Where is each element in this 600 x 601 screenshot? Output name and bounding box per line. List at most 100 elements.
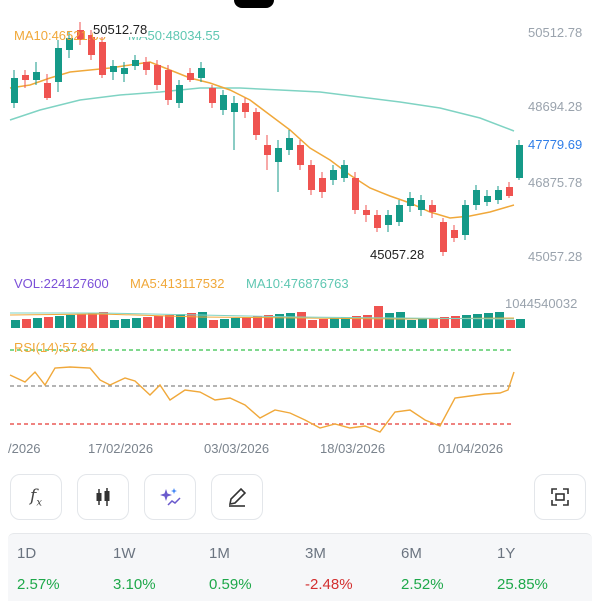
candle-body	[165, 70, 172, 100]
candle-body	[418, 200, 425, 210]
chart-type-button[interactable]	[77, 474, 129, 520]
candle-body	[198, 68, 205, 78]
volume-bar	[275, 314, 284, 328]
volume-ma-line	[9, 313, 515, 320]
candles-group	[11, 22, 523, 256]
candle-body	[462, 205, 469, 235]
candle-body	[220, 95, 227, 110]
rsi-line	[9, 366, 515, 433]
volume-bar	[506, 320, 515, 328]
perf-period-1w[interactable]: 1W	[113, 545, 136, 562]
volume-axis-max: 1044540032	[505, 296, 578, 311]
volume-bar	[418, 319, 427, 328]
candle-body	[429, 205, 436, 212]
perf-period-6m[interactable]: 6M	[401, 545, 422, 562]
perf-period-3m[interactable]: 3M	[305, 545, 326, 562]
volume-bar	[440, 317, 449, 328]
volume-bar	[385, 313, 394, 328]
volume-ma10-line	[10, 312, 515, 320]
volume-bar	[319, 319, 328, 328]
candle-body	[484, 196, 491, 202]
candle-body	[242, 103, 249, 112]
candle-body	[286, 138, 293, 150]
volume-bar	[407, 320, 416, 328]
date-label: /2026	[8, 441, 41, 456]
candle-body	[440, 222, 447, 252]
volume-bar	[220, 319, 229, 328]
ma10-legend: MA10:46521.65	[14, 28, 106, 43]
volume-bar	[374, 306, 383, 328]
date-label: 17/02/2026	[88, 441, 154, 456]
perf-period-1d[interactable]: 1D	[17, 545, 37, 562]
candle-body	[275, 148, 282, 162]
volume-bar	[495, 312, 504, 328]
indicator-function-button[interactable]: fx	[10, 474, 62, 520]
volume-bar	[99, 312, 108, 328]
volume-bar	[231, 318, 240, 328]
perf-period-1y[interactable]: 1Y	[497, 545, 516, 562]
ma50-line	[9, 87, 515, 132]
volume-bar	[143, 317, 152, 328]
volume-bar	[154, 316, 163, 328]
candle-body	[407, 198, 414, 206]
performance-table	[8, 533, 592, 601]
volume-bar	[110, 320, 119, 328]
candle-body	[319, 178, 326, 192]
volume-bar	[297, 312, 306, 328]
volume-bar	[330, 318, 339, 328]
volume-bar	[451, 316, 460, 328]
volume-bar	[352, 316, 361, 328]
volume-bar	[44, 317, 53, 328]
volume-bar	[462, 315, 471, 328]
function-icon: fx	[30, 485, 42, 509]
date-label: 03/03/2026	[204, 441, 270, 456]
volume-bar	[176, 314, 185, 328]
candle-body	[308, 165, 315, 190]
candle-body	[44, 83, 51, 98]
volume-bar	[165, 315, 174, 328]
candlestick-icon	[96, 488, 110, 506]
candle-body	[143, 62, 150, 70]
volume-bar	[22, 319, 31, 328]
draw-tool-button[interactable]	[211, 474, 263, 520]
candlestick-chart[interactable]	[0, 0, 600, 470]
volume-bar	[88, 313, 97, 328]
perf-value-3m: -2.48%	[305, 576, 353, 593]
candle-body	[22, 75, 29, 80]
candle-body	[187, 73, 194, 80]
candle-body	[77, 30, 84, 40]
candle-body	[495, 190, 502, 200]
volume-bar	[363, 315, 372, 328]
low-marker: 45057.28	[370, 247, 425, 262]
status-bar-notch	[234, 0, 274, 8]
volume-bar	[264, 315, 273, 328]
candle-body	[231, 103, 238, 112]
volume-bar	[132, 318, 141, 328]
ai-analysis-button[interactable]	[144, 474, 196, 520]
volume-bar	[396, 312, 405, 328]
candle-body	[209, 88, 216, 103]
volume-bar	[11, 320, 20, 328]
fullscreen-button[interactable]	[534, 474, 586, 520]
volume-bar	[484, 313, 493, 328]
volume-bar	[473, 314, 482, 328]
perf-period-1m[interactable]: 1M	[209, 545, 230, 562]
price-axis-label: 46875.78	[528, 175, 583, 190]
volume-bar	[77, 314, 86, 328]
perf-value-1m: 0.59%	[209, 576, 252, 593]
perf-value-1w: 3.10%	[113, 576, 156, 593]
candle-body	[88, 35, 95, 55]
volume-bar	[66, 315, 75, 328]
candle-body	[55, 48, 62, 82]
candle-body	[66, 38, 73, 50]
high-marker: 50512.78	[93, 22, 148, 37]
volume-bar	[187, 313, 196, 328]
price-axis-label: 45057.28	[528, 249, 583, 264]
volume-bar	[55, 316, 64, 328]
candle-body	[352, 178, 359, 210]
volume-bar	[253, 316, 262, 328]
price-axis-label: 50512.78	[528, 25, 583, 40]
date-label: 18/03/2026	[320, 441, 386, 456]
candle-body	[11, 78, 18, 103]
rsi-legend: RSI(14):57.84	[14, 340, 95, 355]
